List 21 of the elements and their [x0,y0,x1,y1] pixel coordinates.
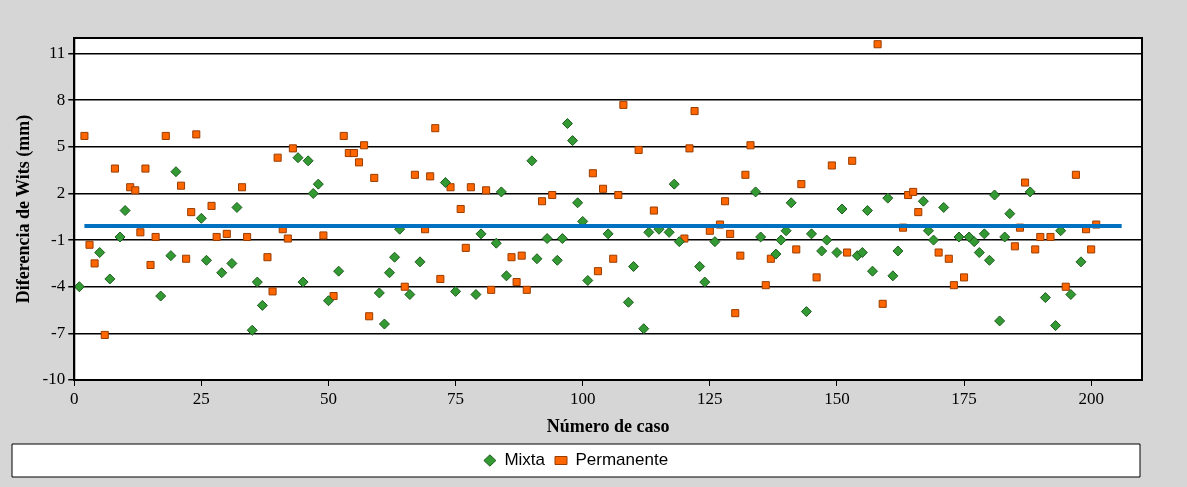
x-tick-label: 200 [1078,388,1104,408]
y-tick-label: 8 [56,89,66,109]
y-tick-label: -4 [51,276,66,296]
x-tick-label: 0 [70,388,79,408]
legend-label: Mixta [504,450,546,470]
y-tick-label: 11 [48,43,66,63]
x-tick-label: 125 [697,388,723,408]
y-tick-label: -10 [42,369,66,389]
x-tick-label: 100 [569,388,596,408]
x-tick-label: 175 [951,388,977,408]
y-tick-label: 2 [56,182,66,202]
y-tick-label: -1 [51,229,66,249]
x-tick-label: 75 [447,388,465,408]
x-tick-label: 150 [824,388,850,408]
x-tick-label: 50 [319,388,337,408]
y-tick-label: -7 [51,322,66,342]
x-axis-title: Número de caso [546,415,670,436]
x-tick-label: 25 [192,388,210,408]
y-tick-label: 5 [56,136,66,156]
y-axis-title: Diferencia de Wits (mm) [13,114,35,304]
legend-label: Permanente [575,450,669,470]
